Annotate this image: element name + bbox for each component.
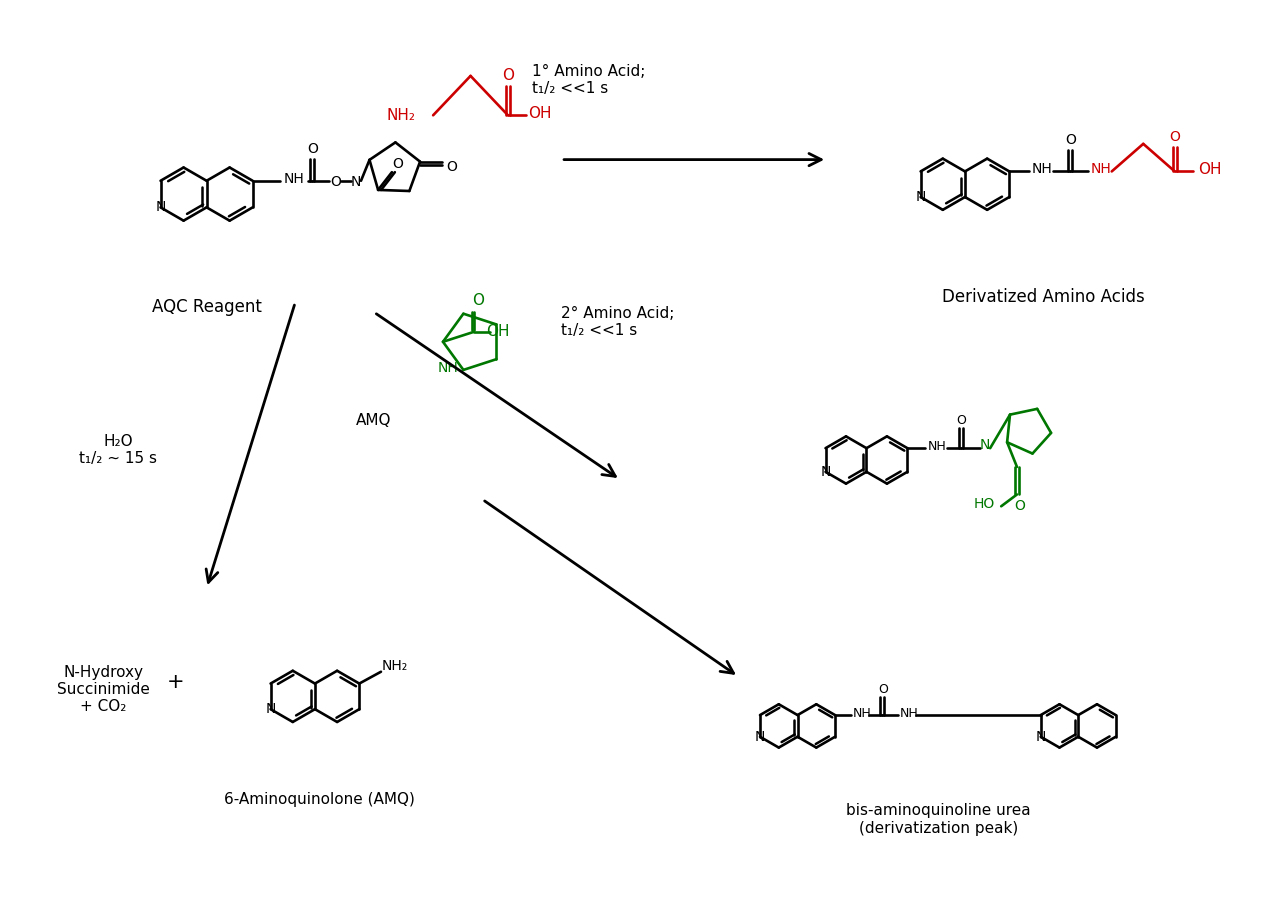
Text: 6-Aminoquinolone (AMQ): 6-Aminoquinolone (AMQ) [224, 792, 415, 807]
Text: 1° Amino Acid;
t₁/₂ <<1 s: 1° Amino Acid; t₁/₂ <<1 s [531, 64, 645, 96]
Text: O: O [957, 414, 967, 427]
Text: NH: NH [438, 361, 459, 375]
Text: N: N [155, 200, 166, 214]
Text: Derivatized Amino Acids: Derivatized Amino Acids [943, 289, 1145, 306]
Text: bis-aminoquinoline urea
(derivatization peak): bis-aminoquinoline urea (derivatization … [846, 803, 1031, 835]
Text: O: O [473, 293, 484, 308]
Text: O: O [1170, 130, 1180, 144]
Text: NH₂: NH₂ [386, 108, 415, 123]
Text: 2° Amino Acid;
t₁/₂ <<1 s: 2° Amino Acid; t₁/₂ <<1 s [561, 306, 674, 338]
Text: O: O [330, 175, 341, 188]
Text: OH: OH [527, 106, 552, 120]
Text: N: N [1036, 730, 1046, 743]
Text: NH: NH [284, 172, 304, 186]
Text: N: N [754, 730, 766, 743]
Text: NH: NH [852, 707, 871, 720]
Text: O: O [392, 157, 404, 171]
Text: AMQ: AMQ [357, 414, 392, 428]
Text: O: O [307, 142, 318, 156]
Text: O: O [446, 160, 457, 174]
Text: AQC Reagent: AQC Reagent [152, 299, 261, 316]
Text: HO: HO [975, 497, 995, 511]
Text: H₂O
t₁/₂ ~ 15 s: H₂O t₁/₂ ~ 15 s [79, 434, 157, 466]
Text: N: N [350, 175, 362, 188]
Text: NH: NH [1032, 163, 1052, 176]
Text: NH: NH [927, 439, 947, 453]
Text: NH: NH [899, 707, 919, 720]
Text: N: N [820, 465, 831, 479]
Text: O: O [1014, 499, 1026, 514]
Text: NH₂: NH₂ [382, 659, 408, 673]
Text: O: O [502, 68, 513, 84]
Text: +: + [167, 672, 183, 692]
Text: O: O [1065, 133, 1075, 147]
Text: O: O [878, 683, 888, 696]
Text: N: N [265, 702, 275, 716]
Text: N-Hydroxy
Succinimide
+ CO₂: N-Hydroxy Succinimide + CO₂ [57, 664, 149, 714]
Text: OH: OH [1199, 162, 1222, 177]
Text: OH: OH [487, 324, 510, 339]
Text: N: N [916, 190, 926, 204]
Text: NH: NH [1091, 163, 1111, 176]
Text: N: N [980, 438, 990, 452]
